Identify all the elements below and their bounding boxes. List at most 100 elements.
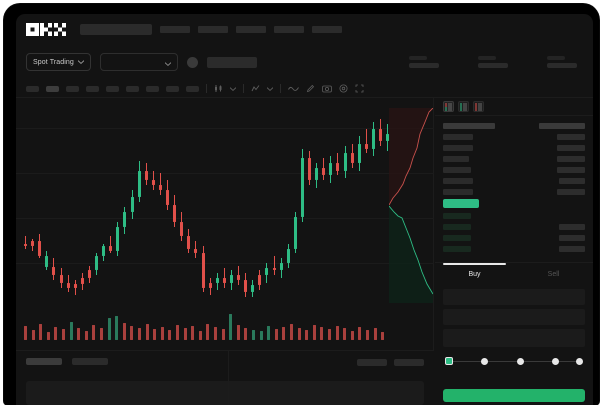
orderbook-row[interactable] — [443, 142, 585, 153]
orderbook-price-cell — [443, 166, 471, 173]
timeframe-button-9[interactable] — [186, 85, 199, 92]
chevron-down-icon[interactable] — [230, 86, 236, 91]
device-frame: Spot Trading — [4, 4, 599, 405]
candlestick-icon[interactable] — [214, 84, 223, 93]
nav-item-trade[interactable] — [198, 25, 228, 33]
orderbook-price-cell — [443, 188, 473, 195]
stat-value — [478, 63, 508, 68]
stat-label — [478, 56, 496, 60]
device-screen: Spot Trading — [16, 14, 593, 405]
volume-series — [24, 310, 396, 340]
tab-buy[interactable]: Buy — [435, 263, 514, 285]
bottom-action-1[interactable] — [357, 359, 387, 366]
line-chart-icon[interactable] — [288, 85, 299, 92]
pencil-icon[interactable] — [306, 84, 315, 93]
orderbook-row[interactable] — [443, 164, 585, 175]
indicator-icon[interactable] — [251, 84, 260, 93]
orderbook-row[interactable] — [443, 243, 585, 254]
submit-buy-button[interactable] — [443, 389, 585, 402]
volume-bar — [350, 331, 354, 340]
slider-handle[interactable] — [445, 357, 453, 365]
orderbook-view-both-icon[interactable] — [443, 101, 454, 112]
volume-bar — [183, 328, 187, 340]
timeframe-button-1[interactable] — [26, 85, 39, 92]
orderbook-row[interactable] — [443, 120, 585, 131]
orderbook-row[interactable] — [443, 131, 585, 142]
orderbook-price-cell — [443, 223, 471, 230]
order-entry-form: Buy Sell — [435, 262, 593, 405]
okx-logo[interactable] — [26, 22, 66, 36]
nav-item-markets[interactable] — [160, 25, 190, 33]
nav-item-derivatives[interactable] — [236, 25, 266, 33]
orderbook-view-asks-icon[interactable] — [473, 101, 484, 112]
orderbook-price-cell — [443, 155, 469, 162]
chevron-down-icon[interactable] — [267, 86, 273, 91]
orderbook-rows[interactable] — [435, 117, 593, 262]
volume-bar — [366, 330, 369, 340]
orderbook-row[interactable] — [443, 153, 585, 164]
settings-icon[interactable] — [339, 84, 348, 93]
price-chart[interactable] — [16, 98, 434, 350]
volume-bar — [160, 327, 164, 340]
timeframe-button-7[interactable] — [146, 85, 159, 92]
volume-bar — [290, 324, 293, 340]
volume-bar — [259, 331, 263, 340]
order-amount-field[interactable] — [443, 309, 585, 325]
timeframe-button-8[interactable] — [166, 85, 179, 92]
orderbook-row[interactable] — [443, 210, 585, 221]
orderbook-view-bids-icon[interactable] — [458, 101, 469, 112]
bottom-action-2[interactable] — [394, 359, 424, 366]
orders-tab-history[interactable] — [72, 358, 108, 365]
chevron-down-icon — [77, 59, 85, 66]
order-total-field[interactable] — [443, 329, 585, 347]
chart-gridline — [16, 128, 434, 129]
amount-percent-slider[interactable] — [445, 357, 583, 366]
orders-tab-open[interactable] — [26, 358, 62, 365]
volume-bar — [214, 327, 217, 340]
orderbook-price-cell — [443, 234, 471, 241]
order-price-field[interactable] — [443, 289, 585, 305]
orderbook-row[interactable] — [443, 221, 585, 232]
camera-icon[interactable] — [322, 84, 332, 93]
timeframe-button-4[interactable] — [86, 85, 99, 92]
volume-bar — [46, 332, 50, 340]
tab-sell[interactable]: Sell — [547, 270, 560, 278]
trading-pair-selector[interactable] — [99, 53, 178, 71]
volume-bar — [381, 332, 385, 340]
current-price-badge — [443, 199, 479, 208]
timeframe-button-6[interactable] — [126, 85, 139, 92]
volume-bar — [84, 331, 88, 340]
slider-stop-75[interactable] — [552, 358, 559, 365]
trading-mode-selector[interactable]: Spot Trading — [26, 53, 91, 71]
orderbook-row[interactable] — [443, 186, 585, 197]
stat-label — [409, 56, 427, 60]
volume-bar — [236, 325, 240, 340]
trading-mode-label: Spot Trading — [33, 58, 74, 66]
volume-bar — [274, 329, 278, 340]
volume-bar — [206, 324, 210, 340]
bottom-panel-divider — [228, 350, 229, 405]
candlestick-series — [24, 112, 396, 307]
nav-item-earn[interactable] — [274, 25, 304, 33]
volume-bar — [24, 326, 27, 340]
global-search-input[interactable] — [80, 23, 152, 35]
timeframe-button-5[interactable] — [106, 85, 119, 92]
timeframe-button-3[interactable] — [66, 85, 79, 92]
slider-stop-25[interactable] — [481, 358, 488, 365]
volume-bar — [229, 314, 233, 340]
volume-bar — [115, 316, 119, 340]
orderbook-size-cell — [557, 188, 585, 195]
nav-item-more[interactable] — [312, 25, 342, 33]
timeframe-button-2[interactable] — [46, 85, 59, 92]
volume-bar — [328, 329, 331, 340]
volume-bar — [77, 328, 81, 340]
slider-stop-50[interactable] — [517, 358, 524, 365]
chart-gridline — [16, 263, 434, 264]
volume-bar — [358, 327, 362, 340]
slider-stop-100[interactable] — [576, 358, 583, 365]
orderbook-row[interactable] — [443, 232, 585, 243]
fullscreen-icon[interactable] — [355, 84, 364, 93]
orderbook-row[interactable] — [443, 175, 585, 186]
orderbook-size-cell — [559, 234, 585, 241]
